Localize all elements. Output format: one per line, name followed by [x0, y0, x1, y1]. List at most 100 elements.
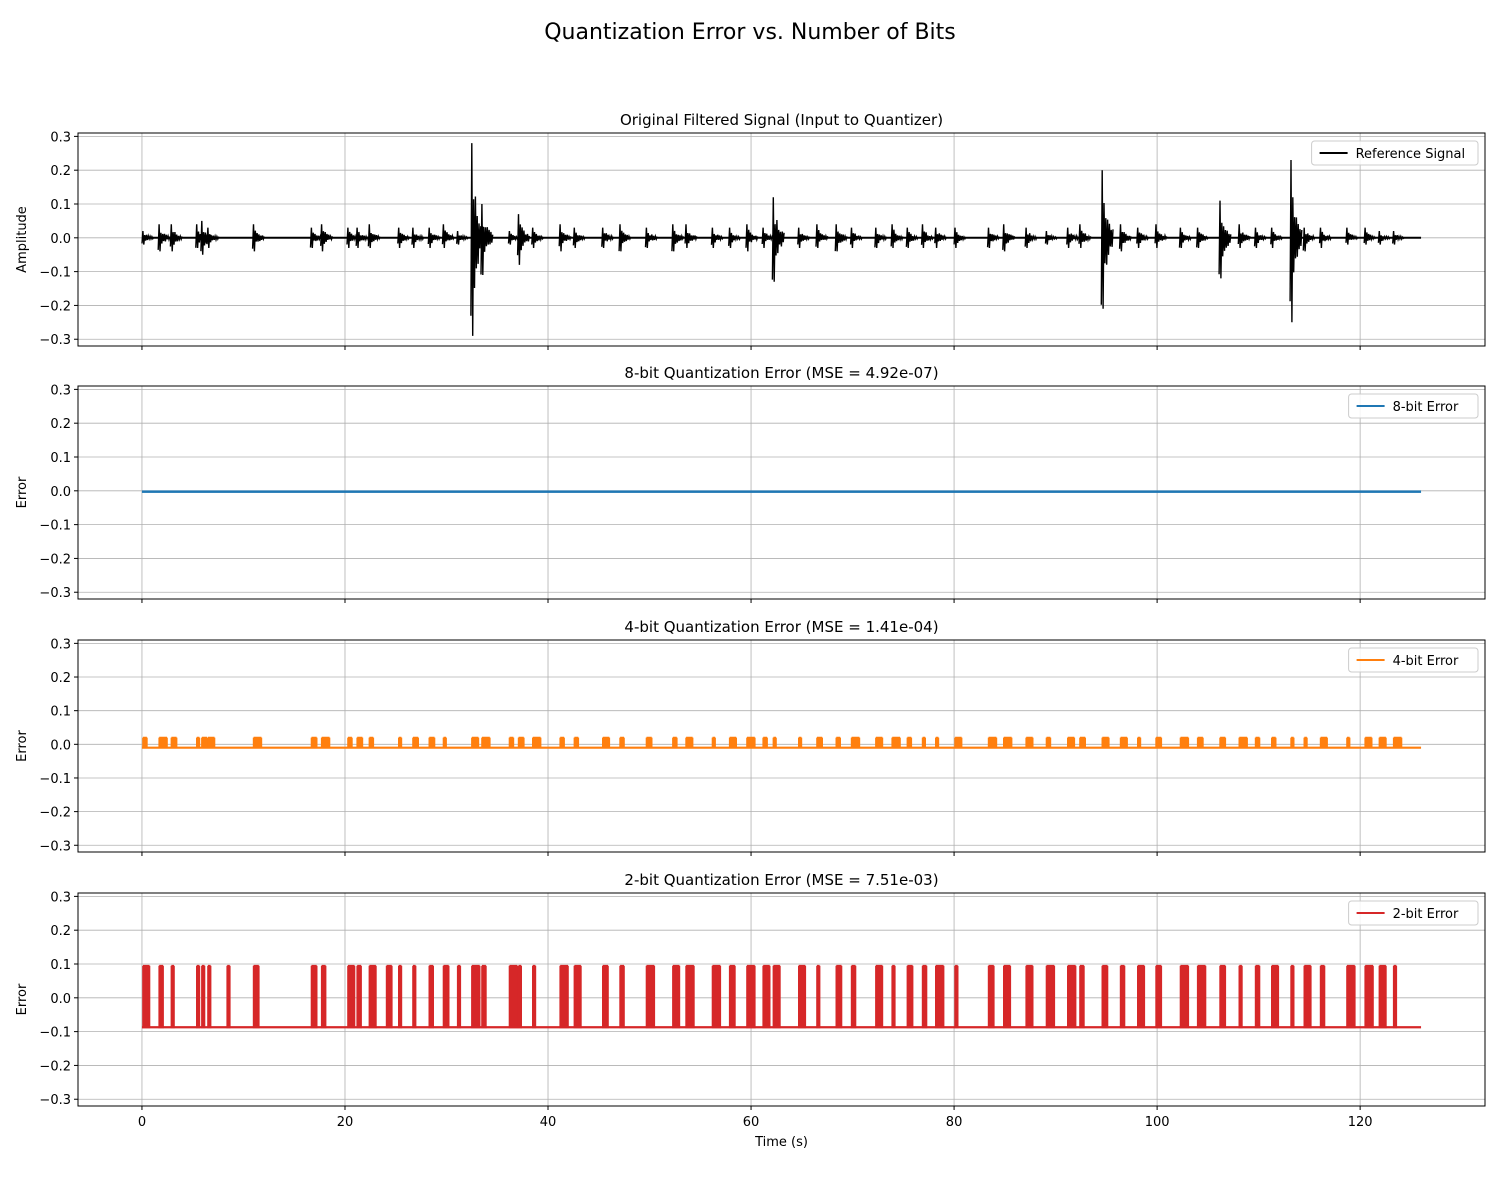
error-burst — [602, 736, 611, 748]
error-burst — [935, 964, 945, 1029]
signal-burst — [355, 227, 369, 249]
error-burst — [672, 964, 681, 1029]
signal-burst — [411, 227, 425, 249]
error-burst — [1254, 964, 1261, 1029]
signal-burst — [761, 227, 775, 249]
signal-burst — [1118, 224, 1132, 252]
y-axis-label: Error — [15, 730, 30, 762]
error-burst — [471, 964, 481, 1029]
error-burst — [1045, 964, 1056, 1029]
error-burst — [1319, 736, 1328, 748]
error-burst — [850, 964, 857, 1029]
y-tick-label: 0.0 — [50, 232, 71, 247]
signal-burst — [1318, 227, 1332, 249]
error-burst — [816, 964, 821, 1029]
signal-burst — [1218, 200, 1232, 279]
signal-burst — [456, 230, 469, 245]
error-burst — [310, 736, 318, 748]
error-burst — [1101, 736, 1110, 748]
error-burst — [875, 736, 884, 748]
y-tick-label: −0.2 — [39, 1059, 71, 1074]
error-burst — [1137, 736, 1142, 748]
x-axis-label: Time (s) — [754, 1135, 808, 1150]
legend: 4-bit Error — [1348, 647, 1479, 673]
error-burst — [481, 736, 491, 748]
error-burst — [1271, 736, 1277, 748]
error-burst — [762, 964, 771, 1029]
signal-burst — [834, 224, 848, 252]
signal-burst — [874, 227, 888, 249]
y-axis-label: Error — [15, 983, 30, 1015]
signal-burst — [441, 224, 455, 249]
error-burst — [320, 964, 327, 1029]
error-burst — [573, 736, 580, 748]
error-burst — [456, 964, 462, 1029]
signal-burst — [684, 224, 698, 249]
error-burst — [385, 964, 393, 1029]
error-burst — [1119, 964, 1126, 1029]
error-burst — [728, 964, 736, 1029]
error-burst — [891, 736, 901, 748]
error-burst — [835, 964, 843, 1029]
error-burst — [508, 736, 515, 748]
error-burst — [398, 736, 403, 748]
error-burst — [1067, 964, 1077, 1029]
y-tick-label: 0.0 — [50, 992, 71, 1007]
error-burst — [875, 964, 884, 1029]
error-burst — [1137, 964, 1146, 1029]
signal-burst — [644, 227, 658, 249]
error-burst — [921, 964, 928, 1029]
y-tick-label: −0.2 — [39, 552, 71, 567]
legend-label: 4-bit Error — [1393, 654, 1459, 669]
error-burst — [711, 964, 722, 1029]
error-burst — [1238, 736, 1248, 748]
error-burst — [428, 736, 436, 748]
y-tick-label: 0.3 — [50, 130, 71, 145]
signal-burst — [572, 227, 586, 249]
x-tick-label: 20 — [337, 1115, 354, 1130]
x-tick-label: 60 — [743, 1115, 760, 1130]
x-tick-label: 80 — [946, 1115, 963, 1130]
series-3 — [141, 736, 1422, 749]
error-burst — [1003, 736, 1013, 748]
axes-frame — [77, 639, 1486, 853]
signal-burst — [1196, 227, 1210, 249]
error-burst — [428, 964, 434, 1029]
signal-burst — [169, 224, 183, 252]
error-burst — [412, 964, 417, 1029]
y-tick-label: 0.1 — [50, 958, 71, 973]
error-burst — [762, 736, 768, 748]
error-burst — [1045, 736, 1052, 748]
legend: Reference Signal — [1311, 140, 1479, 166]
error-burst — [921, 736, 926, 748]
signal-burst — [1178, 227, 1192, 249]
error-burst — [310, 964, 318, 1029]
signal-burst — [1100, 170, 1114, 309]
error-burst — [619, 736, 625, 748]
error-burst — [508, 964, 519, 1029]
signal-burst — [1253, 227, 1267, 249]
signal-burst — [397, 227, 411, 249]
error-burst — [685, 736, 694, 748]
error-burst — [891, 964, 896, 1029]
signal-burst — [1289, 159, 1303, 323]
signal-burst — [1377, 230, 1391, 245]
signal-burst — [427, 227, 441, 249]
signal-burst — [470, 143, 484, 336]
error-burst — [954, 964, 959, 1029]
y-tick-label: −0.3 — [39, 333, 71, 348]
signal-burst — [1078, 224, 1092, 249]
error-burst — [196, 964, 201, 1029]
error-burst — [158, 736, 168, 748]
y-tick-label: 0.2 — [50, 671, 71, 686]
signal-burst — [710, 227, 724, 249]
series-1 — [141, 143, 1422, 336]
error-burst — [442, 964, 450, 1029]
error-burst — [142, 736, 148, 748]
error-band — [141, 490, 1422, 493]
error-burst — [711, 736, 716, 748]
signal-burst — [618, 224, 632, 252]
error-burst — [1290, 964, 1295, 1029]
x-tick-label: 100 — [1145, 1115, 1170, 1130]
error-burst — [798, 964, 807, 1029]
